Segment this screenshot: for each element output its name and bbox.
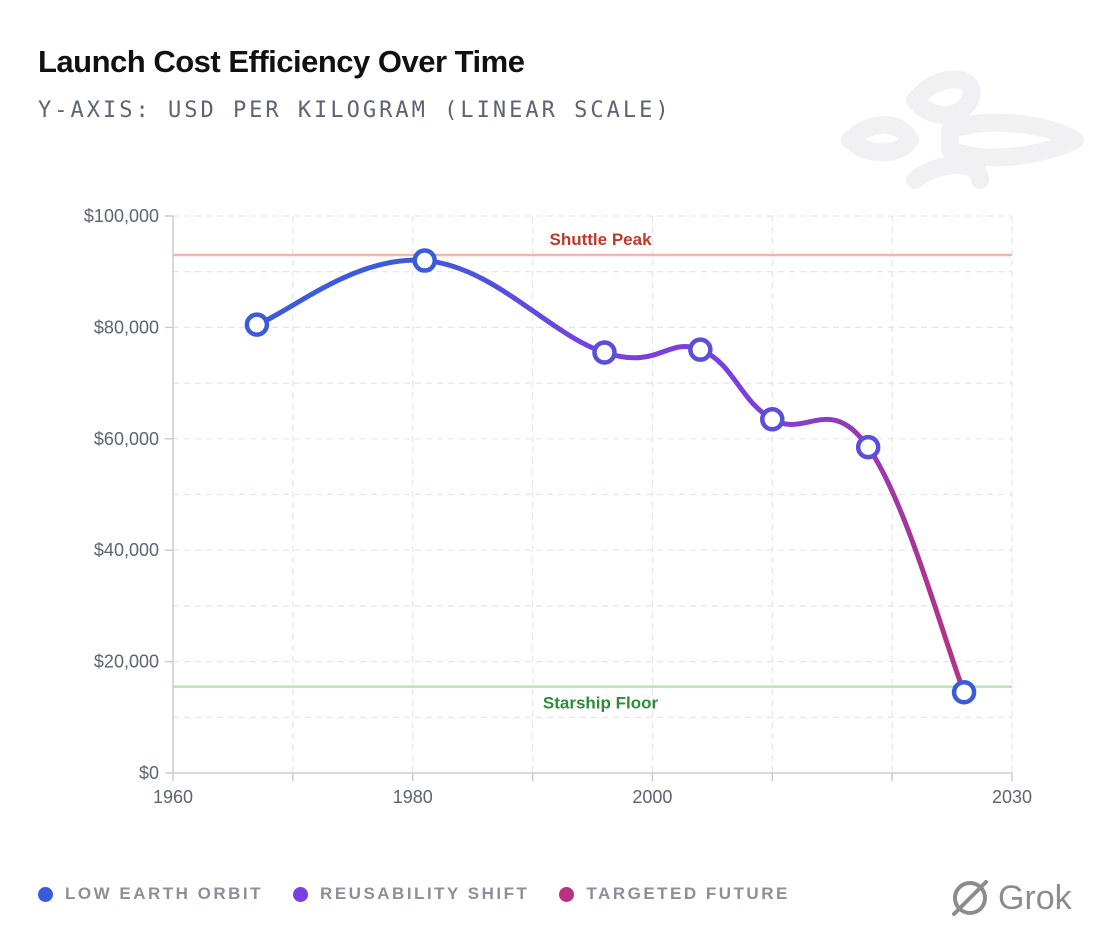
x-tick-label: 2030 <box>992 787 1032 807</box>
chart-subtitle: Y-AXIS: USD PER KILOGRAM (LINEAR SCALE) <box>38 98 672 123</box>
chart-title: Launch Cost Efficiency Over Time <box>38 44 525 79</box>
data-point <box>592 340 617 365</box>
data-point <box>412 248 437 273</box>
legend-label: REUSABILITY SHIFT <box>320 884 530 903</box>
legend-swatch-reusability-shift <box>293 886 309 902</box>
reference-label: Starship Floor <box>543 694 659 713</box>
x-tick-label: 1980 <box>393 787 433 807</box>
data-point <box>951 679 977 705</box>
data-point <box>244 312 270 337</box>
y-tick-label: $20,000 <box>94 652 159 672</box>
reference-label: Shuttle Peak <box>549 230 652 249</box>
brand: Grok <box>948 876 1072 920</box>
grok-logo-icon <box>952 880 988 916</box>
legend-swatch-targeted-future <box>559 886 575 902</box>
series-line <box>254 257 967 695</box>
y-tick-label: $100,000 <box>84 206 159 226</box>
line-chart: $0 $20,000 $40,000 $60,000 $80,000 $100,000 19… <box>84 206 1032 807</box>
x-tick-label: 2000 <box>632 787 672 807</box>
watermark-logo-icon <box>841 70 1084 189</box>
legend-label: TARGETED FUTURE <box>586 884 790 903</box>
y-tick-label: $80,000 <box>94 317 159 337</box>
legend-item-targeted-future: TARGETED FUTURE <box>559 884 789 904</box>
legend-label: LOW EARTH ORBIT <box>65 884 264 903</box>
legend-item-reusability-shift: REUSABILITY SHIFT <box>293 884 529 904</box>
y-tick-label: $60,000 <box>94 429 159 449</box>
legend-swatch-low-earth-orbit <box>38 886 53 902</box>
brand-name: Grok <box>998 878 1072 917</box>
y-tick-label: $0 <box>139 763 159 783</box>
y-tick-label: $40,000 <box>94 540 159 560</box>
chart-legend: LOW EARTH ORBIT REUSABILITY SHIFT TARGET… <box>38 884 790 904</box>
data-point <box>760 407 785 432</box>
data-point <box>855 434 881 460</box>
legend-item-low-earth-orbit: LOW EARTH ORBIT <box>38 884 263 904</box>
x-tick-label: 1960 <box>153 787 193 807</box>
data-point <box>688 337 713 362</box>
